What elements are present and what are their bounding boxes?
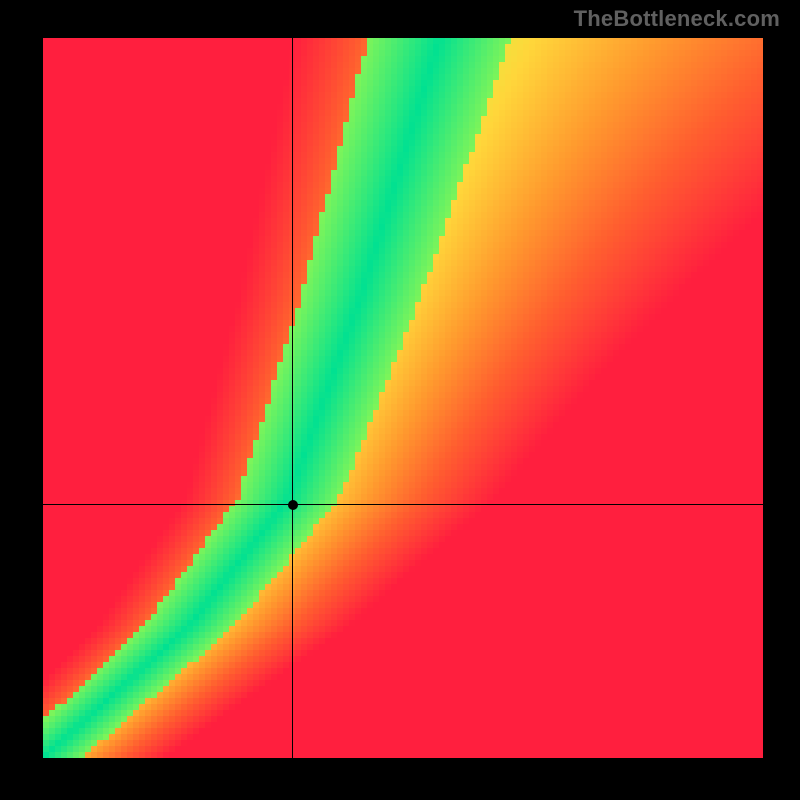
crosshair-horizontal xyxy=(43,504,763,505)
crosshair-dot xyxy=(288,500,298,510)
crosshair-vertical xyxy=(292,38,293,758)
bottleneck-heatmap xyxy=(43,38,763,758)
watermark-text: TheBottleneck.com xyxy=(574,6,780,32)
figure-root: TheBottleneck.com xyxy=(0,0,800,800)
